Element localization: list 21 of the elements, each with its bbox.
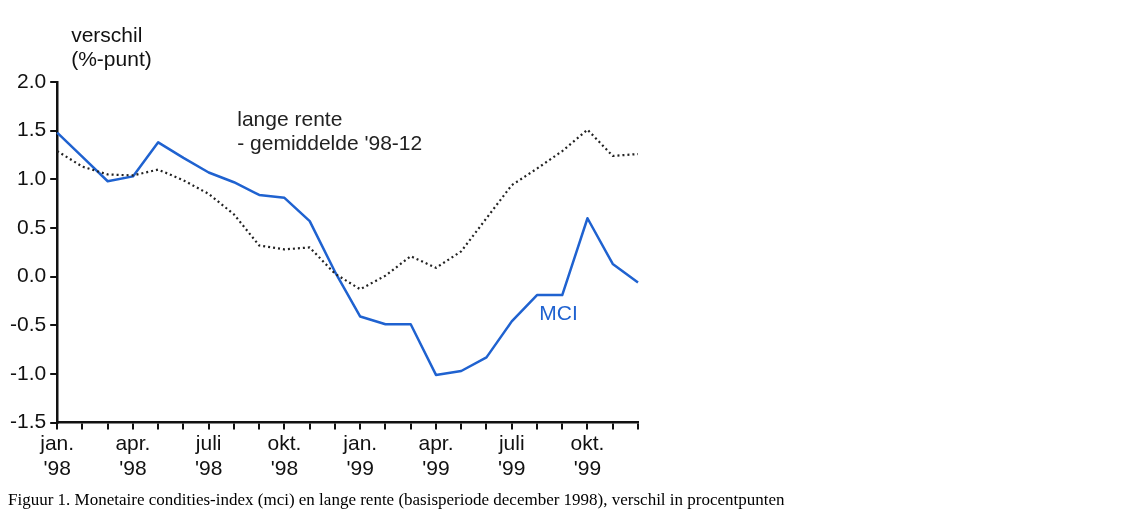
x-tick-label: apr. '99 [418,431,454,480]
x-tick-label: jan. '98 [39,431,75,480]
line-series [56,128,640,291]
x-tick-label: jan. '99 [342,431,378,480]
y-tick-label: 0.5 [16,214,47,238]
y-tick-label: 1.0 [16,166,47,190]
y-tick-label: -1.5 [10,409,47,433]
y-tick-label: 2.0 [16,68,47,92]
y-tick-label: 1.5 [16,117,47,141]
text: Figuur 1. Monetaire condities-index (mci) en lange rente (basisperiode december 1998), verschil in procentpunten [8,490,785,510]
text: lange rente - gemiddelde '98-12 [237,107,423,155]
x-tick-label: okt. '99 [570,431,605,480]
x-tick-label: okt. '98 [267,431,302,480]
y-tick-label: -0.5 [10,312,47,336]
x-tick-label: apr. '98 [115,431,151,480]
y-tick-label: 0.0 [16,263,47,287]
y-axis-title: verschil (%-punt) [71,23,152,70]
x-tick-label: juli '98 [194,431,223,480]
y-tick-label: -1.0 [10,360,47,384]
series-label: MCI [539,301,578,325]
x-tick-label: juli '99 [497,431,526,480]
